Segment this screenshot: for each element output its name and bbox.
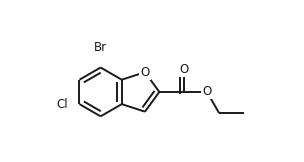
Text: O: O — [202, 85, 212, 98]
Text: Cl: Cl — [57, 98, 68, 111]
Text: Br: Br — [94, 41, 107, 54]
Text: O: O — [140, 66, 150, 79]
Text: O: O — [179, 64, 188, 76]
